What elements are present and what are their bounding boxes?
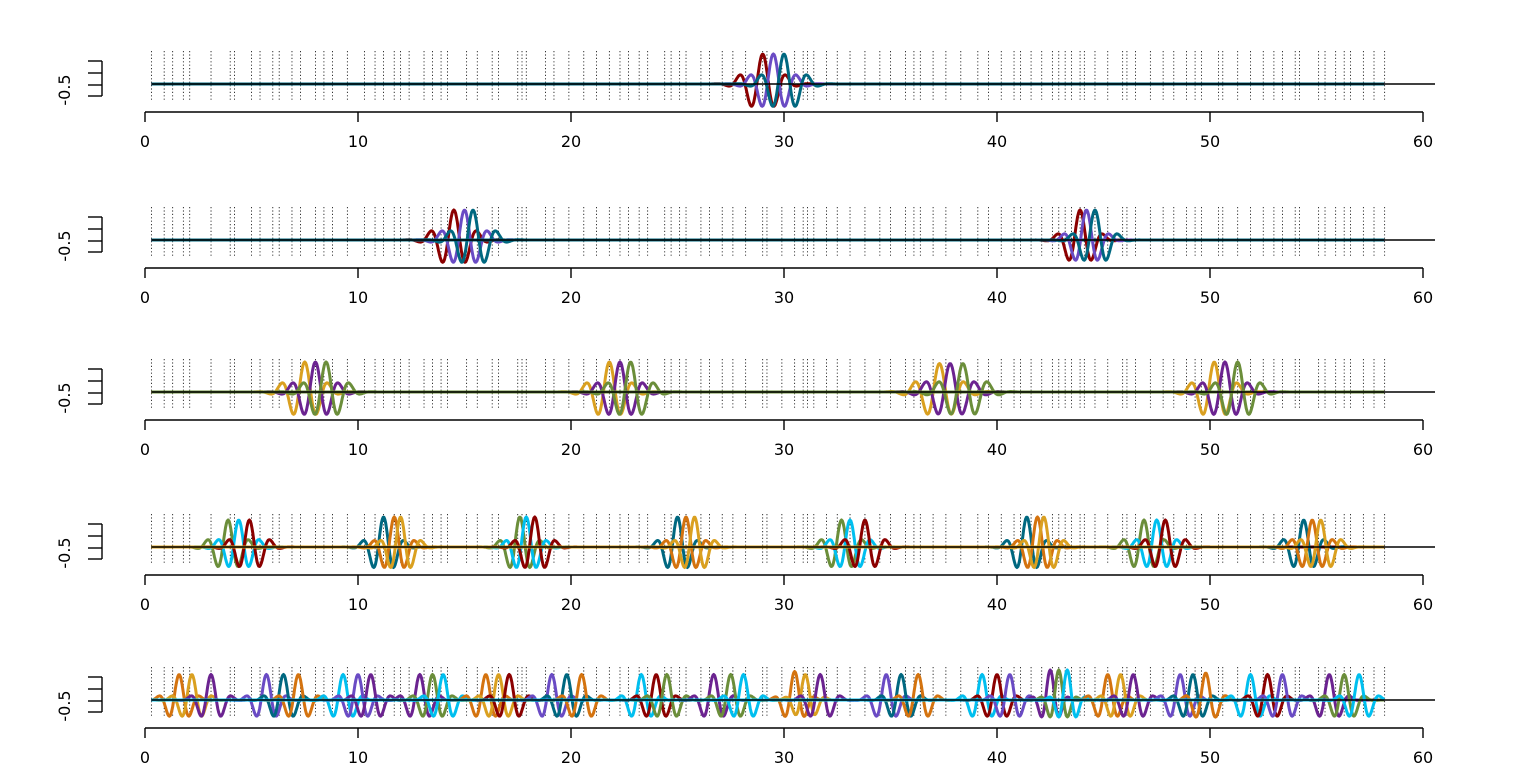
x-tick-label: 10 — [348, 595, 368, 614]
panel-1: -0.5 0 10 20 30 40 50 60 — [55, 51, 1435, 151]
x-tick-label: 30 — [774, 748, 794, 767]
x-tick-label: 60 — [1413, 132, 1433, 151]
series-line — [150, 518, 1385, 568]
x-tick-label: 60 — [1413, 440, 1433, 459]
x-tick-label: 60 — [1413, 748, 1433, 767]
y-tick-label: -0.5 — [55, 382, 74, 413]
series-line — [150, 515, 1385, 569]
x-tick-label: 10 — [348, 288, 368, 307]
series-line — [150, 208, 1385, 264]
y-tick-label: -0.5 — [55, 690, 74, 721]
x-tick-label: 30 — [774, 288, 794, 307]
x-tick-label: 0 — [140, 288, 150, 307]
series-line — [150, 515, 1385, 569]
series-line — [150, 518, 1385, 568]
x-tick-label: 60 — [1413, 595, 1433, 614]
series-line — [150, 208, 1385, 264]
series-line — [150, 515, 1385, 569]
series-line — [150, 518, 1385, 568]
x-tick-label: 20 — [561, 748, 581, 767]
series-line — [150, 518, 1385, 568]
x-tick-label: 0 — [140, 440, 150, 459]
x-tick-label: 0 — [140, 595, 150, 614]
series-line — [150, 515, 1385, 569]
x-tick-label: 60 — [1413, 288, 1433, 307]
series-line — [150, 515, 1385, 569]
y-tick-label: -0.5 — [55, 74, 74, 105]
series-line — [150, 518, 1385, 568]
series-group — [150, 52, 1385, 108]
series-line — [150, 208, 1385, 262]
series-line — [150, 515, 1385, 569]
series-line — [150, 208, 1385, 264]
series-group — [150, 208, 1385, 264]
series-line — [150, 518, 1385, 568]
x-tick-label: 30 — [774, 132, 794, 151]
x-tick-label: 50 — [1200, 132, 1220, 151]
x-tick-label: 50 — [1200, 595, 1220, 614]
x-tick-label: 0 — [140, 132, 150, 151]
x-tick-label: 20 — [561, 132, 581, 151]
series-line — [150, 518, 1385, 568]
series-line — [150, 515, 1385, 569]
x-tick-label: 20 — [561, 440, 581, 459]
series-line — [150, 208, 1385, 262]
knot-lines — [150, 514, 1386, 565]
series-line — [150, 515, 1385, 569]
series-line — [150, 518, 1385, 568]
series-group — [150, 668, 1385, 719]
x-tick-label: 50 — [1200, 440, 1220, 459]
series-line — [150, 518, 1385, 568]
x-tick-label: 10 — [348, 440, 368, 459]
series-line — [150, 515, 1385, 569]
series-line — [150, 52, 1385, 108]
series-line — [150, 208, 1385, 262]
series-line — [150, 515, 1385, 569]
x-tick-label: 30 — [774, 440, 794, 459]
panel-2: -0.5 0 10 20 30 40 50 60 — [55, 207, 1435, 307]
series-group — [150, 515, 1385, 569]
x-tick-label: 40 — [987, 288, 1007, 307]
x-tick-label: 40 — [987, 748, 1007, 767]
series-line — [150, 515, 1385, 569]
series-line — [150, 515, 1385, 569]
x-tick-label: 30 — [774, 595, 794, 614]
x-tick-label: 10 — [348, 748, 368, 767]
x-tick-label: 40 — [987, 440, 1007, 459]
series-line — [150, 518, 1385, 568]
x-tick-label: 0 — [140, 748, 150, 767]
y-tick-label: -0.5 — [55, 230, 74, 261]
x-tick-label: 50 — [1200, 748, 1220, 767]
x-tick-label: 10 — [348, 132, 368, 151]
x-tick-label: 20 — [561, 595, 581, 614]
y-tick-label: -0.5 — [55, 537, 74, 568]
series-group — [150, 360, 1385, 416]
series-line — [150, 518, 1385, 568]
knot-lines — [150, 207, 1386, 258]
panel-5: -0.5 0 10 20 30 40 50 60 — [55, 667, 1435, 767]
panel-3: -0.5 0 10 20 30 40 50 60 — [55, 359, 1435, 459]
x-tick-label: 40 — [987, 132, 1007, 151]
panel-4: -0.5 0 10 20 30 40 50 60 — [55, 514, 1435, 614]
x-tick-label: 20 — [561, 288, 581, 307]
x-tick-label: 40 — [987, 595, 1007, 614]
series-line — [150, 518, 1385, 568]
x-tick-label: 50 — [1200, 288, 1220, 307]
